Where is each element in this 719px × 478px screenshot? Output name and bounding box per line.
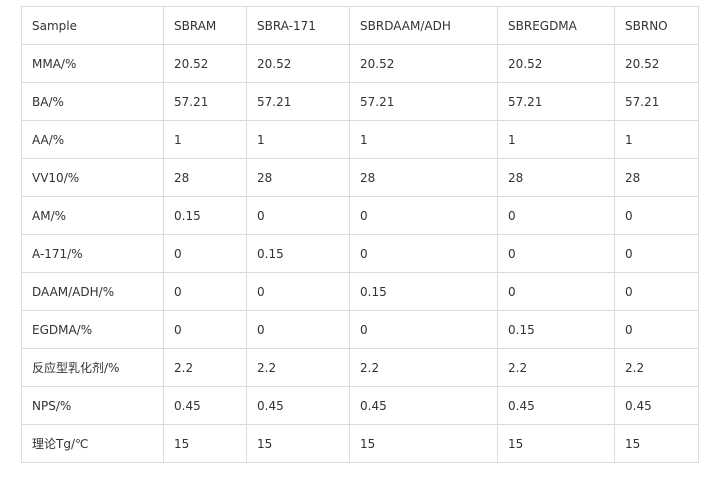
table-cell: 57.21 — [497, 82, 615, 121]
table-cell: 0 — [163, 310, 247, 349]
header-cell-sbregdma: SBREGDMA — [497, 6, 615, 45]
table-cell: 15 — [349, 424, 498, 463]
row-label-cell: EGDMA/% — [21, 310, 164, 349]
table-cell: 15 — [614, 424, 699, 463]
table-cell: 2.2 — [349, 348, 498, 387]
row-label-cell: A-171/% — [21, 234, 164, 273]
table-cell: 20.52 — [246, 44, 350, 83]
table-cell: 1 — [163, 120, 247, 159]
table-header-row: Sample SBRAM SBRA-171 SBRDAAM/ADH SBREGD… — [21, 6, 699, 45]
table-cell: 0 — [349, 234, 498, 273]
table-cell: 2.2 — [246, 348, 350, 387]
table-cell: 0 — [614, 272, 699, 311]
table-cell: 2.2 — [497, 348, 615, 387]
table-cell: 57.21 — [246, 82, 350, 121]
row-label-cell: DAAM/ADH/% — [21, 272, 164, 311]
table-cell: 28 — [163, 158, 247, 197]
table-cell: 20.52 — [349, 44, 498, 83]
table-cell: 0 — [614, 196, 699, 235]
table-cell: 28 — [349, 158, 498, 197]
row-label-cell: NPS/% — [21, 386, 164, 425]
table-cell: 0.45 — [349, 386, 498, 425]
row-label-cell: MMA/% — [21, 44, 164, 83]
row-label-cell: BA/% — [21, 82, 164, 121]
table-cell: 57.21 — [163, 82, 247, 121]
table-cell: 0.15 — [246, 234, 350, 273]
table-row: AA/% 1 1 1 1 1 — [21, 120, 699, 159]
table-cell: 0 — [497, 234, 615, 273]
table-cell: 0 — [163, 234, 247, 273]
table-cell: 0 — [349, 196, 498, 235]
row-label-cell: AA/% — [21, 120, 164, 159]
table-row: NPS/% 0.45 0.45 0.45 0.45 0.45 — [21, 386, 699, 425]
table-cell: 1 — [349, 120, 498, 159]
table-row: AM/% 0.15 0 0 0 0 — [21, 196, 699, 235]
table-cell: 1 — [246, 120, 350, 159]
table-row: BA/% 57.21 57.21 57.21 57.21 57.21 — [21, 82, 699, 121]
table-cell: 28 — [614, 158, 699, 197]
header-cell-sbra-171: SBRA-171 — [246, 6, 350, 45]
table-cell: 0.45 — [614, 386, 699, 425]
table-cell: 28 — [497, 158, 615, 197]
table-cell: 1 — [497, 120, 615, 159]
formulation-table-container: Sample SBRAM SBRA-171 SBRDAAM/ADH SBREGD… — [21, 6, 699, 463]
table-cell: 0 — [246, 196, 350, 235]
table-cell: 57.21 — [349, 82, 498, 121]
table-cell: 28 — [246, 158, 350, 197]
table-cell: 0.45 — [163, 386, 247, 425]
table-cell: 0.15 — [163, 196, 247, 235]
table-cell: 0 — [614, 234, 699, 273]
table-row: 理论Tg/℃ 15 15 15 15 15 — [21, 424, 699, 463]
table-row: DAAM/ADH/% 0 0 0.15 0 0 — [21, 272, 699, 311]
table-row: 反应型乳化剂/% 2.2 2.2 2.2 2.2 2.2 — [21, 348, 699, 387]
header-cell-sbrdaam-adh: SBRDAAM/ADH — [349, 6, 498, 45]
table-cell: 1 — [614, 120, 699, 159]
table-cell: 15 — [163, 424, 247, 463]
table-cell: 0.45 — [246, 386, 350, 425]
table-cell: 15 — [246, 424, 350, 463]
table-cell: 0.45 — [497, 386, 615, 425]
table-cell: 0 — [497, 272, 615, 311]
table-cell: 0.15 — [497, 310, 615, 349]
table-cell: 0.15 — [349, 272, 498, 311]
table-cell: 2.2 — [163, 348, 247, 387]
table-cell: 2.2 — [614, 348, 699, 387]
table-cell: 0 — [246, 272, 350, 311]
table-cell: 0 — [246, 310, 350, 349]
table-cell: 20.52 — [163, 44, 247, 83]
table-cell: 0 — [614, 310, 699, 349]
table-cell: 20.52 — [497, 44, 615, 83]
header-cell-sbrno: SBRNO — [614, 6, 699, 45]
table-cell: 0 — [163, 272, 247, 311]
header-cell-sample: Sample — [21, 6, 164, 45]
table-cell: 0 — [497, 196, 615, 235]
row-label-cell: 反应型乳化剂/% — [21, 348, 164, 387]
table-row: EGDMA/% 0 0 0 0.15 0 — [21, 310, 699, 349]
header-cell-sbram: SBRAM — [163, 6, 247, 45]
table-row: MMA/% 20.52 20.52 20.52 20.52 20.52 — [21, 44, 699, 83]
table-cell: 20.52 — [614, 44, 699, 83]
table-cell: 15 — [497, 424, 615, 463]
row-label-cell: 理论Tg/℃ — [21, 424, 164, 463]
formulation-table: Sample SBRAM SBRA-171 SBRDAAM/ADH SBREGD… — [21, 6, 699, 463]
table-row: VV10/% 28 28 28 28 28 — [21, 158, 699, 197]
table-row: A-171/% 0 0.15 0 0 0 — [21, 234, 699, 273]
row-label-cell: AM/% — [21, 196, 164, 235]
table-cell: 57.21 — [614, 82, 699, 121]
table-cell: 0 — [349, 310, 498, 349]
row-label-cell: VV10/% — [21, 158, 164, 197]
